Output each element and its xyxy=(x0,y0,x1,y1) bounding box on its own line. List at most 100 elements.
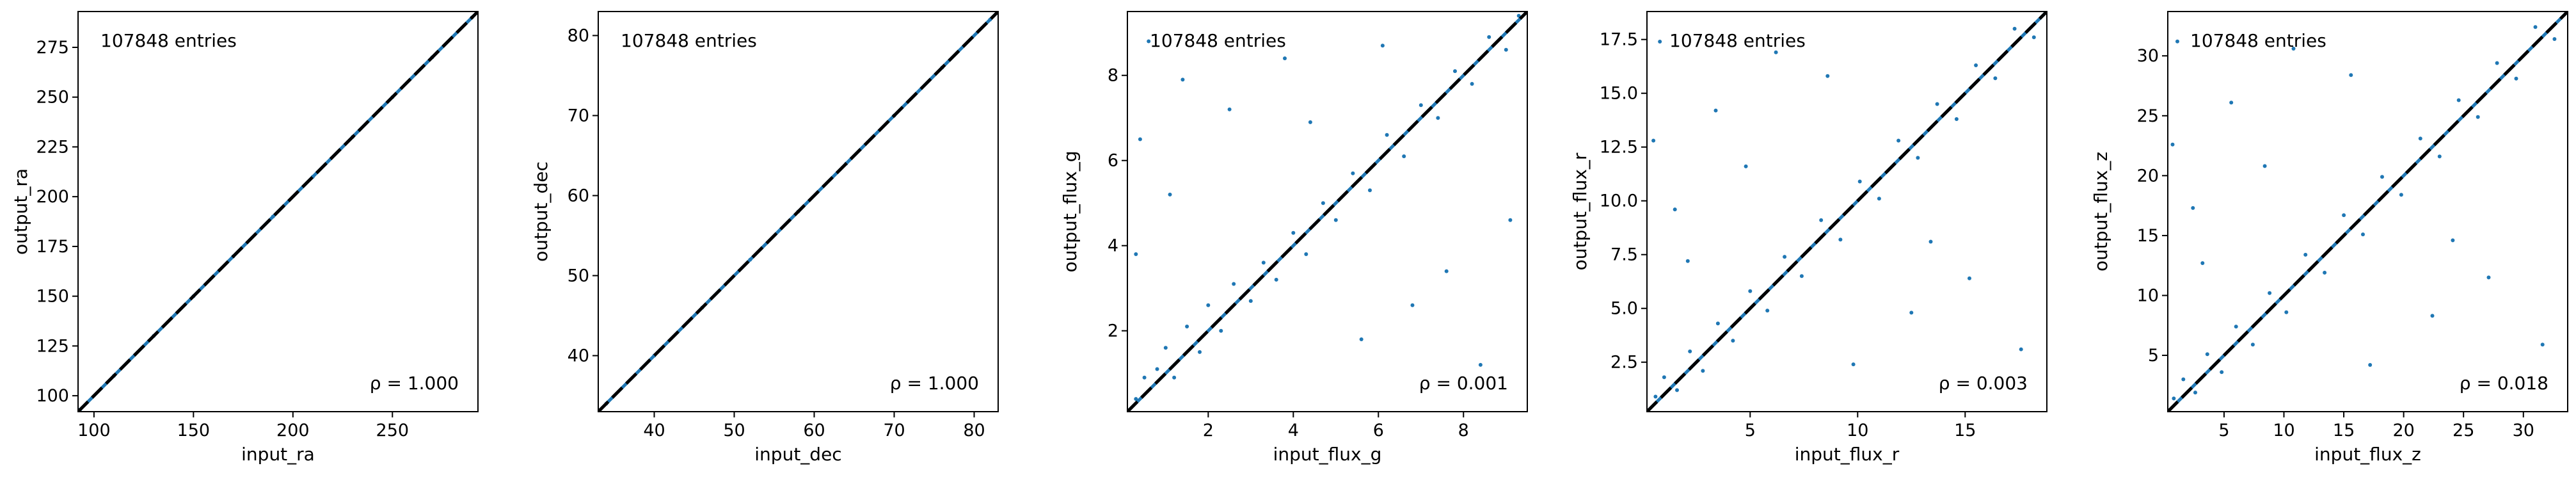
scatter-point xyxy=(2268,291,2272,295)
y-tick-label: 175 xyxy=(36,237,69,257)
y-axis-label: output_ra xyxy=(10,168,31,255)
scatter-point xyxy=(1155,367,1159,371)
y-tick-label: 225 xyxy=(36,137,69,157)
scatter-point xyxy=(2303,252,2308,257)
scatter-point xyxy=(2191,206,2195,210)
scatter-point xyxy=(1368,188,1372,193)
y-tick-label: 2 xyxy=(1108,321,1118,341)
scatter-point xyxy=(1308,120,1312,124)
scatter-point xyxy=(1444,269,1449,273)
x-tick-label: 200 xyxy=(276,421,310,440)
y-tick-label: 15 xyxy=(2137,226,2159,246)
correlation-annotation: ρ = 0.001 xyxy=(1419,373,1508,394)
scatter-point xyxy=(1516,13,1521,18)
axes-frame xyxy=(1127,11,1528,412)
y-tick-label: 20 xyxy=(2137,166,2159,186)
scatter-point xyxy=(2476,115,2480,119)
scatter-point xyxy=(1359,337,1364,341)
scatter-point xyxy=(1410,303,1415,307)
scatter-point xyxy=(1658,40,1662,44)
x-tick-label: 30 xyxy=(2513,421,2534,440)
chart-panel-5: 5 10 15 20 25 30 5 10 15 20 25 30 input_flux_z output… xyxy=(2090,11,2568,465)
scatter-point xyxy=(2540,343,2545,347)
scatter-point xyxy=(2229,101,2234,105)
y-tick-label: 30 xyxy=(2137,46,2159,66)
y-tick-label: 7.5 xyxy=(1610,245,1638,265)
y-tick-label: 275 xyxy=(36,38,69,58)
scatter-points xyxy=(1134,13,1521,401)
chart-panel-3: 2 4 6 8 2 4 6 8 input_flux_g output_flux_g 107848 … xyxy=(1060,11,1528,465)
scatter-point xyxy=(1436,116,1440,120)
scatter-point xyxy=(1974,63,1978,67)
scatter-point xyxy=(1857,179,1862,184)
scatter-point xyxy=(2323,270,2327,275)
x-tick-label: 50 xyxy=(723,421,745,440)
scatter-point xyxy=(1731,339,1735,343)
x-axis-label: input_flux_r xyxy=(1795,444,1900,465)
scatter-point xyxy=(1825,74,1830,78)
correlation-annotation: ρ = 1.000 xyxy=(890,373,979,394)
x-tick-label: 25 xyxy=(2453,421,2474,440)
y-tick-label: 100 xyxy=(36,386,69,406)
entries-annotation: 107848 entries xyxy=(100,30,237,51)
entries-annotation: 107848 entries xyxy=(1150,30,1286,51)
scatter-point xyxy=(1304,252,1308,256)
scatter-point xyxy=(1993,76,1998,81)
x-tick-label: 6 xyxy=(1373,421,1384,440)
scatter-point xyxy=(1402,154,1406,159)
x-tick-label: 100 xyxy=(77,421,111,440)
scatter-point xyxy=(2220,370,2224,375)
reference-line-y-equals-x xyxy=(598,12,998,412)
scatter-point xyxy=(1453,69,1457,74)
y-tick-label: 200 xyxy=(36,187,69,207)
axes-frame xyxy=(77,11,479,412)
scatter-point xyxy=(2234,325,2238,329)
scatter-point xyxy=(2430,314,2435,318)
scatter-point xyxy=(1172,375,1177,380)
scatter-point xyxy=(2170,142,2175,147)
y-tick-label: 70 xyxy=(568,106,589,126)
scatter-point xyxy=(2262,164,2267,168)
y-tick-label: 10.0 xyxy=(1600,191,1638,211)
scatter-point xyxy=(2368,363,2373,367)
scatter-point xyxy=(1877,197,1881,201)
x-axis-label: input_dec xyxy=(754,444,841,465)
scatter-point xyxy=(1675,388,1679,392)
x-tick-label: 2 xyxy=(1203,421,1214,440)
scatter-point xyxy=(1783,255,1787,259)
scatter-point xyxy=(1685,259,1690,263)
correlation-annotation: ρ = 0.003 xyxy=(1939,373,2028,394)
scatter-point xyxy=(1916,156,1920,160)
x-tick-label: 10 xyxy=(2273,421,2294,440)
scatter-point xyxy=(2418,136,2422,141)
scatter-point xyxy=(1744,164,1748,168)
x-tick-label: 150 xyxy=(177,421,211,440)
scatter-point xyxy=(1935,102,1939,106)
scatter-point xyxy=(1219,328,1223,333)
scatter-point xyxy=(1380,44,1385,48)
scatter-point xyxy=(2031,35,2036,40)
y-tick-label: 4 xyxy=(1108,236,1118,256)
chart-panel-4: 5 10 15 2.5 5.0 7.5 10.0 12.5 15.0 17.5 input_flux… xyxy=(1570,11,2047,465)
scatter-point xyxy=(1838,238,1843,242)
scatter-point xyxy=(2342,213,2346,218)
y-tick-label: 10 xyxy=(2137,286,2159,305)
scatter-point xyxy=(1928,239,1933,244)
scatter-point xyxy=(2175,39,2179,44)
scatter-point xyxy=(1715,321,1720,326)
scatter-point xyxy=(2361,232,2365,237)
chart-panel-1: 100 150 200 250 100 125 150 175 200 225 250 275 inpu… xyxy=(10,11,479,465)
scatter-point xyxy=(2437,154,2442,159)
y-tick-label: 60 xyxy=(568,186,589,206)
scatter-point xyxy=(1765,309,1770,313)
scatter-point xyxy=(2349,73,2353,77)
x-tick-label: 20 xyxy=(2392,421,2414,440)
y-tick-label: 6 xyxy=(1108,151,1118,171)
scatter-point xyxy=(1261,261,1266,265)
y-tick-label: 250 xyxy=(36,88,69,108)
scatter-point xyxy=(1701,369,1705,373)
scatter-point xyxy=(2200,261,2205,265)
scatter-point xyxy=(1651,138,1656,143)
y-tick-label: 5 xyxy=(2148,346,2159,366)
